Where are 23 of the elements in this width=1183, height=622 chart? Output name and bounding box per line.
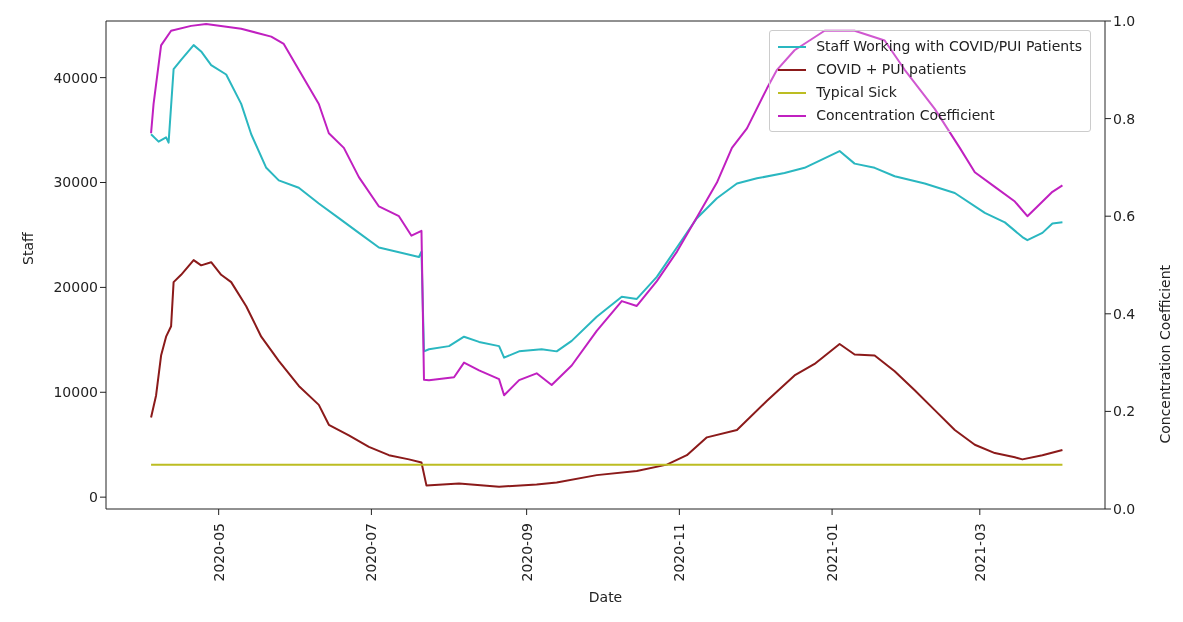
y2-tick-label: 0.6 bbox=[1113, 208, 1136, 225]
y2-tick-label: 1.0 bbox=[1113, 12, 1136, 29]
y-axis-title: Staff bbox=[19, 232, 36, 265]
y2-axis-title: Concentration Coefficient bbox=[1156, 264, 1173, 444]
y-tick-label: 20000 bbox=[53, 279, 98, 296]
x-tick-label: 2020-05 bbox=[210, 523, 227, 582]
y2-tick-label: 0.8 bbox=[1113, 110, 1136, 127]
y2-tick-label: 0.4 bbox=[1113, 305, 1136, 322]
x-axis-title: Date bbox=[588, 589, 623, 605]
y-tick-label: 10000 bbox=[53, 384, 98, 401]
y-tick-label: 0 bbox=[89, 489, 98, 506]
y2-tick-label: 0.2 bbox=[1113, 403, 1136, 420]
legend-label: Typical Sick bbox=[816, 83, 897, 102]
legend-label: COVID + PUI patients bbox=[816, 60, 967, 79]
x-tick-label: 2021-03 bbox=[971, 523, 988, 582]
y2-tick-label: 0.0 bbox=[1113, 500, 1136, 517]
x-tick-label: 2021-01 bbox=[824, 523, 841, 582]
y-tick-label: 30000 bbox=[53, 174, 98, 191]
x-tick-label: 2020-11 bbox=[671, 523, 688, 582]
y-tick-label: 40000 bbox=[53, 69, 98, 86]
x-tick-label: 2020-09 bbox=[518, 523, 535, 582]
line-series bbox=[150, 259, 1064, 488]
x-tick-label: 2020-07 bbox=[363, 523, 380, 582]
